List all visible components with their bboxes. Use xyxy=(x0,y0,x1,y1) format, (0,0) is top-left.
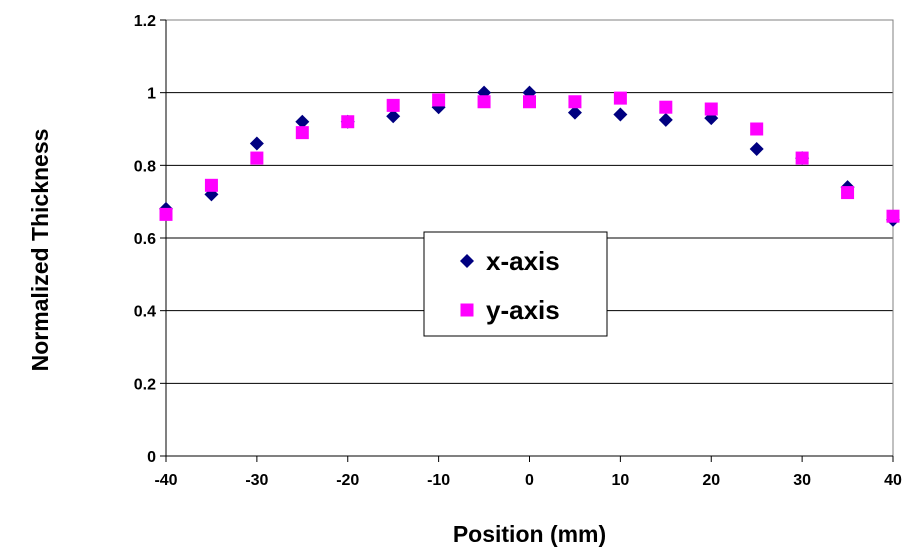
series-y-axis xyxy=(159,91,900,223)
data-point-y-axis xyxy=(750,122,764,136)
series-layer xyxy=(159,85,900,227)
legend-diamond-marker xyxy=(460,254,474,268)
y-tick-label: 0.4 xyxy=(134,304,156,321)
y-tick-label: 0.2 xyxy=(134,376,156,393)
x-tick-label: -20 xyxy=(336,472,359,489)
legend-entry-x-axis: x-axis xyxy=(460,246,560,276)
data-point-y-axis xyxy=(250,151,264,165)
data-point-x-axis xyxy=(295,114,310,129)
y-axis-title: Normalized Thickness xyxy=(27,129,53,372)
data-point-y-axis xyxy=(841,186,855,200)
data-point-y-axis xyxy=(795,151,809,165)
x-tick-label: 20 xyxy=(702,472,720,489)
data-point-y-axis xyxy=(568,95,582,109)
y-tick-label: 0.8 xyxy=(134,158,156,175)
axes xyxy=(160,19,894,462)
x-tick-label: -10 xyxy=(427,472,450,489)
legend-box xyxy=(423,231,608,337)
data-point-y-axis xyxy=(432,93,446,107)
data-point-y-axis xyxy=(659,100,673,114)
data-point-y-axis xyxy=(341,115,355,129)
data-point-x-axis xyxy=(613,107,628,122)
x-tick-label: 10 xyxy=(611,472,629,489)
x-tick-label: -30 xyxy=(245,472,268,489)
y-tick-label: 1 xyxy=(147,86,156,103)
data-point-y-axis xyxy=(613,91,627,105)
y-tick-labels: 0 0.2 0.4 0.6 0.8 1 1.2 xyxy=(134,13,156,466)
legend-label-y-axis: y-axis xyxy=(486,295,560,325)
data-point-x-axis xyxy=(567,105,582,120)
x-tick-label: 0 xyxy=(525,472,534,489)
x-tick-label: 40 xyxy=(884,472,902,489)
data-point-y-axis xyxy=(159,207,173,221)
data-point-y-axis xyxy=(523,95,536,109)
x-tick-labels: -40 -30 -20 -10 0 10 20 30 40 xyxy=(154,472,902,489)
data-point-y-axis xyxy=(477,95,491,109)
data-point-y-axis xyxy=(204,178,218,192)
data-point-y-axis xyxy=(295,126,309,140)
data-point-y-axis xyxy=(704,102,718,116)
legend: x-axis y-axis xyxy=(423,231,608,337)
y-tick-label: 1.2 xyxy=(134,13,156,30)
data-point-x-axis xyxy=(658,112,673,127)
y-tick-label: 0 xyxy=(147,449,156,466)
x-tick-label: 30 xyxy=(793,472,811,489)
legend-entry-y-axis: y-axis xyxy=(460,295,560,325)
data-point-x-axis xyxy=(386,109,401,124)
y-tick-label: 0.6 xyxy=(134,231,156,248)
x-axis-title: Position (mm) xyxy=(453,521,606,547)
data-point-x-axis xyxy=(249,136,264,151)
data-point-x-axis xyxy=(749,141,764,156)
legend-label-x-axis: x-axis xyxy=(486,246,560,276)
legend-square-marker xyxy=(460,303,474,317)
data-point-y-axis xyxy=(886,209,900,223)
x-tick-label: -40 xyxy=(154,472,177,489)
data-point-y-axis xyxy=(386,98,400,112)
